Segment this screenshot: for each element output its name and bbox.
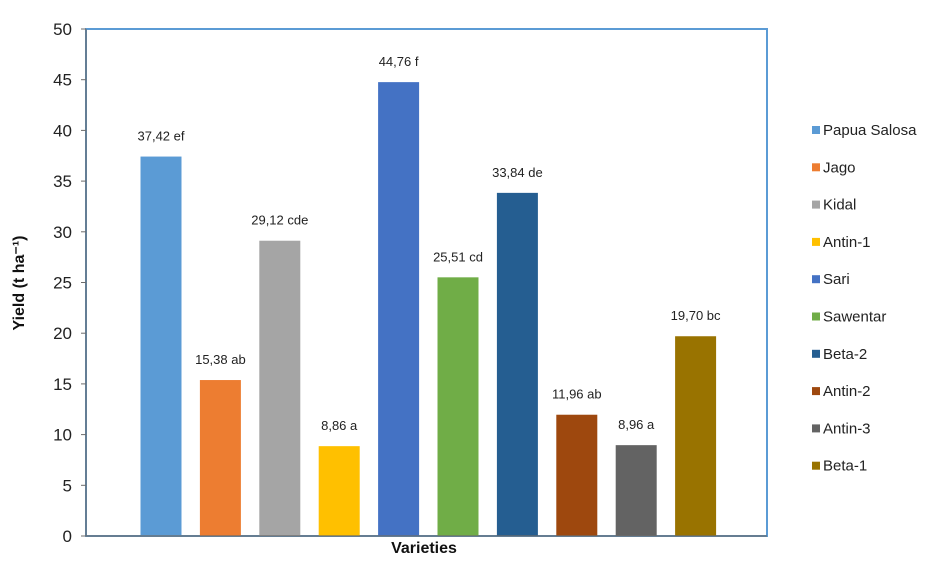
x-axis-title: Varieties	[391, 540, 457, 557]
data-label: 8,86 a	[321, 418, 358, 433]
data-label: 8,96 a	[618, 417, 655, 432]
legend-label: Antin-1	[823, 234, 871, 251]
bar-beta-2	[496, 192, 538, 536]
y-tick-label: 50	[53, 20, 72, 39]
legend-label: Sari	[823, 271, 850, 288]
data-label: 33,84 de	[492, 165, 543, 180]
legend-swatch	[812, 200, 820, 209]
data-label: 11,96 ab	[552, 387, 602, 402]
y-tick-label: 45	[53, 71, 72, 90]
legend-swatch	[812, 349, 820, 358]
bar-sawentar	[437, 277, 479, 536]
legend-swatch	[812, 275, 820, 284]
data-label: 44,76 f	[379, 54, 419, 69]
y-tick-label: 0	[63, 527, 72, 546]
legend-label: Papua Salosa	[823, 122, 917, 139]
legend-label: Beta-2	[823, 346, 867, 363]
y-tick-label: 10	[53, 426, 72, 445]
bar-jago	[199, 380, 241, 536]
y-tick-label: 25	[53, 274, 72, 293]
legend-swatch	[812, 461, 820, 470]
legend-swatch	[812, 126, 820, 134]
bar-sari	[378, 82, 420, 536]
bar-antin-2	[556, 414, 598, 536]
data-label: 37,42 ef	[138, 129, 185, 144]
y-tick-label: 30	[53, 223, 72, 242]
y-tick-label: 15	[53, 375, 72, 394]
legend-label: Antin-2	[823, 383, 871, 400]
y-tick-label: 20	[53, 324, 72, 343]
legend-swatch	[812, 237, 820, 246]
data-label: 15,38 ab	[195, 352, 246, 367]
data-label: 25,51 cd	[433, 249, 483, 264]
y-tick-label: 5	[63, 476, 72, 495]
legend-swatch	[812, 163, 820, 172]
legend-label: Beta-1	[823, 458, 867, 475]
plot-frame	[85, 28, 768, 537]
legend-swatch	[812, 424, 820, 433]
y-axis-title: Yield (t ha⁻¹)	[11, 236, 28, 331]
bar-antin-1	[318, 446, 360, 536]
data-label: 29,12 cde	[251, 213, 308, 228]
y-tick-label: 40	[53, 121, 72, 140]
legend-label: Kidal	[823, 197, 856, 214]
bar-papua-salosa	[140, 156, 182, 536]
bar-antin-3	[615, 445, 657, 536]
legend-swatch	[812, 387, 820, 396]
bar-beta-1	[675, 336, 717, 536]
legend-label: Jago	[823, 159, 856, 176]
y-tick-label: 35	[53, 172, 72, 191]
legend-swatch	[812, 312, 820, 321]
bar-kidal	[259, 240, 301, 536]
legend-label: Antin-3	[823, 420, 871, 437]
legend-label: Sawentar	[823, 309, 886, 326]
data-label: 19,70 bc	[671, 308, 721, 323]
